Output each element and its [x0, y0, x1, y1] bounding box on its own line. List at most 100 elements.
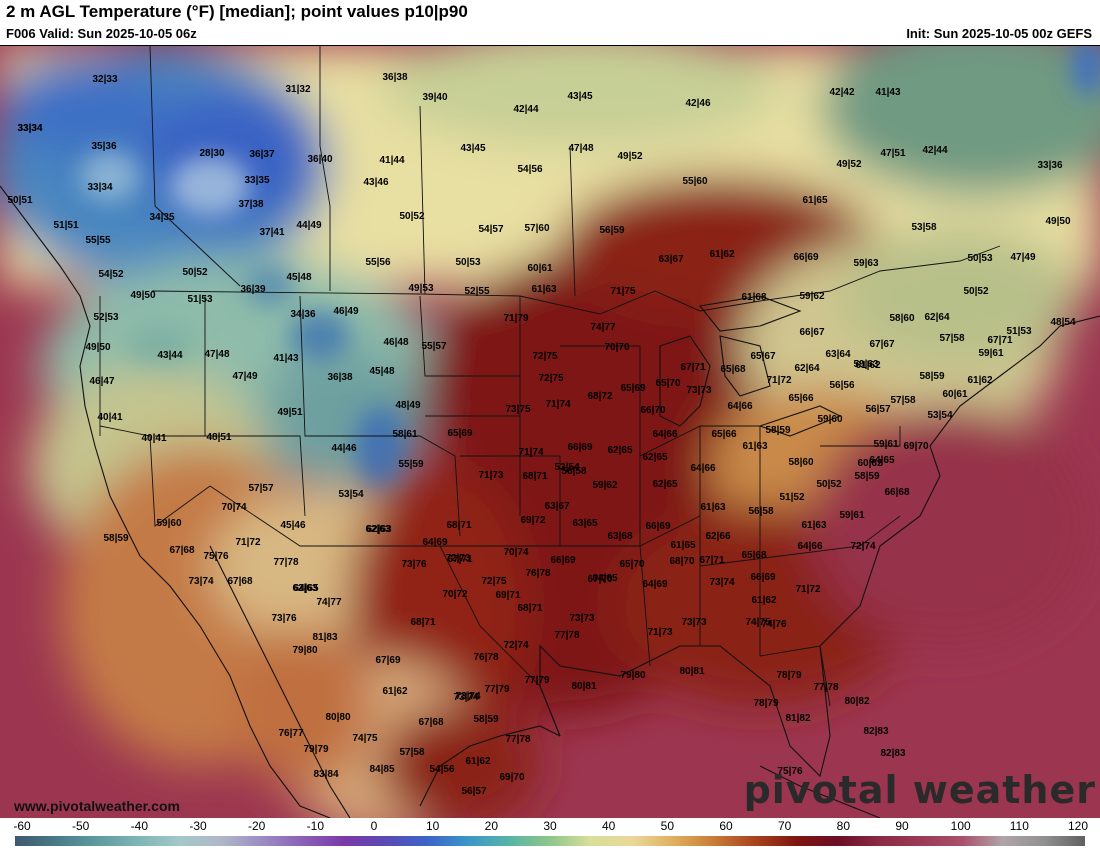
point-value-label: 78|79	[753, 698, 778, 709]
point-value-label: 54|56	[517, 164, 542, 175]
point-value-label: 43|45	[460, 143, 485, 154]
point-value-label: 57|58	[890, 395, 915, 406]
terrain-detail	[80, 46, 1100, 486]
lake-michigan	[659, 335, 711, 427]
lake-huron	[719, 335, 771, 397]
point-value-label: 69|70	[903, 441, 928, 452]
point-value-label: 28|30	[199, 148, 224, 159]
point-value-label: 70|72	[442, 589, 467, 600]
pivotal-weather-logo: pivotal weather	[743, 768, 1096, 812]
color-bar-tick: 0	[370, 819, 378, 833]
point-value-label: 81|83	[312, 632, 337, 643]
point-value-label: 74|77	[590, 322, 615, 333]
point-value-label: 54|52	[98, 269, 123, 280]
point-value-label: 59|60	[156, 518, 181, 529]
point-value-label: 81|82	[785, 713, 810, 724]
point-value-label: 39|40	[422, 92, 447, 103]
point-value-label: 52|53	[93, 312, 118, 323]
color-bar-tick: 70	[777, 819, 792, 833]
point-value-label: 72|74	[850, 541, 875, 552]
point-value-label: 57|58	[939, 333, 964, 344]
point-value-label: 80|81	[571, 681, 596, 692]
point-value-label: 43|44	[157, 350, 182, 361]
point-value-label: 63|67	[658, 254, 683, 265]
point-value-label: 64|69	[422, 537, 447, 548]
point-value-label: 64|65	[869, 455, 894, 466]
point-value-label: 34|36	[290, 309, 315, 320]
color-bar-tick: -30	[189, 819, 207, 833]
point-value-label: 78|79	[776, 670, 801, 681]
point-value-label: 54|57	[478, 224, 503, 235]
point-value-label: 36|37	[249, 149, 274, 160]
point-value-label: 73|74	[188, 576, 213, 587]
point-value-label: 84|85	[369, 764, 394, 775]
point-value-label: 52|55	[464, 286, 489, 297]
point-value-label: 63|64	[825, 349, 850, 360]
point-value-label: 49|50	[85, 342, 110, 353]
color-bar-tick: 10	[425, 819, 440, 833]
point-value-label: 65|67	[750, 351, 775, 362]
point-value-label: 49|50	[130, 290, 155, 301]
point-value-label: 62|63	[366, 524, 391, 535]
point-value-label: 66|69	[750, 572, 775, 583]
point-value-label: 36|38	[382, 72, 407, 83]
point-value-label: 37|41	[259, 227, 284, 238]
point-value-label: 40|41	[97, 412, 122, 423]
point-value-label: 59|62	[799, 291, 824, 302]
point-value-label: 42|46	[685, 98, 710, 109]
point-value-label: 72|75	[532, 351, 557, 362]
point-value-label: 72|74	[503, 640, 528, 651]
point-value-label: 68|71	[446, 520, 471, 531]
color-bar-tick: 50	[660, 819, 675, 833]
point-value-label: 71|75	[610, 286, 635, 297]
point-value-label: 63|65	[572, 518, 597, 529]
point-value-label: 76|78	[473, 652, 498, 663]
point-value-label: 72|73	[445, 553, 470, 564]
point-value-label: 56|57	[865, 404, 890, 415]
baja-coast	[209, 545, 351, 818]
point-value-label: 67|67	[869, 339, 894, 350]
color-bar-tick: 60	[719, 819, 733, 833]
point-value-label: 31|32	[285, 84, 310, 95]
point-value-label: 37|38	[238, 199, 263, 210]
point-value-label: 58|59	[854, 471, 879, 482]
point-value-label: 80|81	[679, 666, 704, 677]
point-value-label: 62|63	[292, 583, 317, 594]
state-border	[460, 455, 561, 546]
website-label: www.pivotalweather.com	[14, 798, 180, 814]
point-value-label: 64|66	[690, 463, 715, 474]
point-value-label: 70|70	[604, 342, 629, 353]
point-value-label: 34|35	[149, 212, 174, 223]
point-value-label: 59|63	[853, 359, 878, 370]
point-value-label: 67|68	[227, 576, 252, 587]
point-value-label: 66|67	[799, 327, 824, 338]
point-value-label: 80|82	[844, 696, 869, 707]
point-value-label: 73|73	[569, 613, 594, 624]
point-value-label: 74|75	[352, 733, 377, 744]
province-border	[419, 105, 426, 295]
point-value-label: 48|49	[395, 400, 420, 411]
point-value-label: 47|48	[568, 143, 593, 154]
point-value-label: 76|77	[278, 728, 303, 739]
point-value-label: 61|62	[709, 249, 734, 260]
temperature-map: 32|33 31|32 36|38 39|40 43|45 42|46 42|42 41|43…	[0, 46, 1100, 818]
color-bar-tick: 90	[895, 819, 909, 833]
point-value-label: 35|36	[91, 141, 116, 152]
point-value-label: 71|72	[235, 537, 260, 548]
point-value-label: 79|80	[620, 670, 645, 681]
state-border	[440, 515, 701, 547]
point-value-label: 73|73	[686, 385, 711, 396]
point-value-label: 48|51	[206, 432, 231, 443]
point-value-label: 59|63	[853, 258, 878, 269]
point-value-label: 64|66	[797, 541, 822, 552]
point-value-label: 65|69	[447, 428, 472, 439]
point-value-label: 56|58	[561, 466, 586, 477]
color-bar-tick: 100	[950, 819, 971, 833]
point-value-label: 48|54	[1050, 317, 1075, 328]
point-value-label: 50|53	[967, 253, 992, 264]
point-value-label: 45|48	[369, 366, 394, 377]
point-value-label: 68|71	[522, 471, 547, 482]
state-border	[299, 295, 461, 537]
point-value-label: 74|76	[761, 619, 786, 630]
point-value-label: 64|65	[592, 573, 617, 584]
